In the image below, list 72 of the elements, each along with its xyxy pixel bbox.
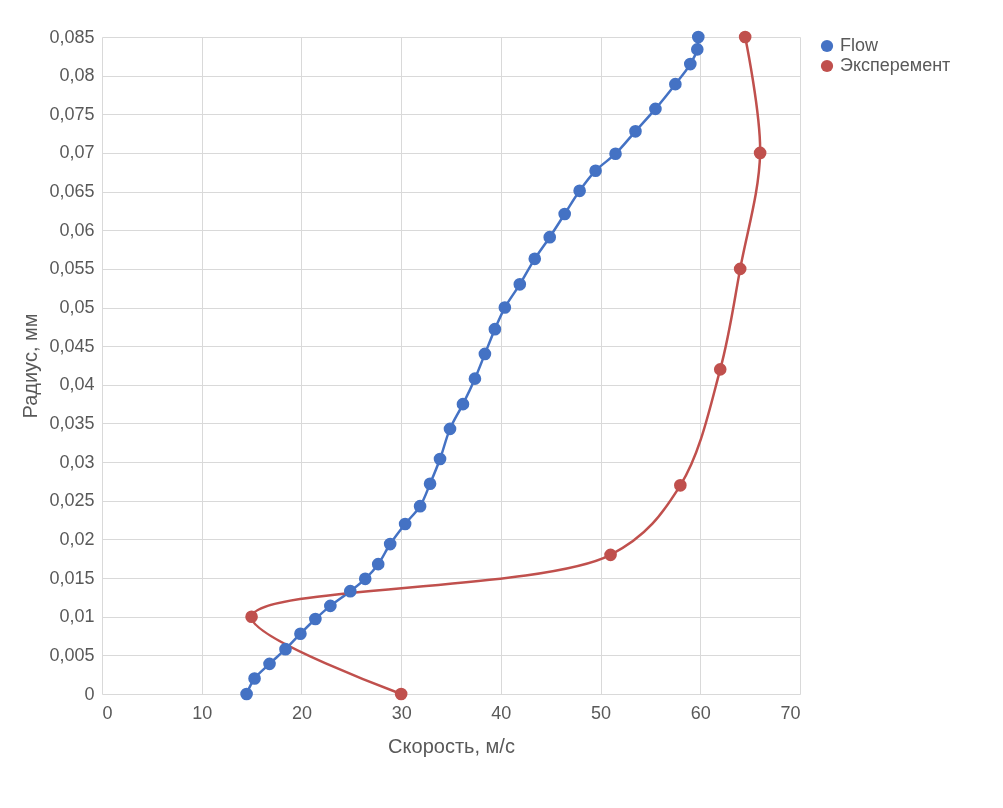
point [573, 184, 586, 198]
y-tick-label: 0 [84, 683, 95, 704]
x-tick-label: 20 [291, 702, 312, 723]
point [738, 30, 752, 44]
y-tick-label: 0,075 [49, 103, 95, 124]
x-tick-label: 70 [780, 702, 801, 723]
point [245, 610, 258, 624]
point [371, 557, 385, 571]
point [674, 478, 687, 492]
point [413, 499, 427, 513]
point [309, 612, 322, 626]
y-axis-title: Радиус, мм [19, 313, 42, 419]
point [713, 363, 727, 376]
point [358, 572, 372, 586]
y-tick-label: 0,08 [59, 65, 95, 86]
point [294, 627, 307, 641]
y-tick-label: 0,05 [59, 297, 95, 318]
point [609, 147, 622, 161]
point [279, 642, 292, 656]
point [513, 278, 527, 291]
point [478, 347, 492, 361]
point [649, 102, 662, 116]
x-tick-label: 50 [591, 702, 612, 723]
y-tick-label: 0,005 [49, 644, 95, 665]
point [248, 672, 261, 685]
point [543, 230, 557, 244]
y-tick-label: 0,065 [49, 181, 95, 202]
point [263, 657, 276, 671]
point [343, 584, 357, 598]
x-tick-label: 0 [102, 702, 113, 723]
x-tick-label: 10 [192, 702, 213, 723]
point [468, 372, 482, 385]
point [528, 252, 542, 266]
y-tick-label: 0,01 [59, 606, 95, 627]
point [240, 687, 253, 701]
point [423, 477, 437, 491]
point [383, 537, 397, 551]
y-tick-label: 0,045 [49, 335, 95, 356]
point [733, 262, 747, 276]
point [753, 146, 767, 160]
point [589, 164, 602, 178]
legend-label: Flow [840, 35, 879, 55]
point [604, 548, 617, 562]
point [394, 687, 408, 701]
y-tick-label: 0,055 [49, 258, 95, 279]
point [690, 43, 704, 56]
point [558, 207, 571, 221]
y-tick-label: 0,02 [59, 528, 95, 549]
point [683, 57, 697, 71]
y-tick-label: 0,07 [59, 142, 95, 163]
x-tick-label: 30 [391, 702, 412, 723]
point [398, 517, 412, 531]
x-axis-title: Скорость, м/с [388, 734, 515, 757]
point [498, 301, 512, 314]
y-tick-label: 0,035 [49, 412, 95, 433]
point [669, 77, 682, 91]
point [324, 599, 337, 613]
point [691, 30, 705, 44]
y-tick-label: 0,025 [49, 490, 95, 511]
y-tick-label: 0,015 [49, 567, 95, 588]
point [443, 422, 457, 436]
point [629, 124, 642, 138]
y-tick-label: 0,085 [49, 26, 95, 47]
x-tick-label: 60 [690, 702, 711, 723]
legend-label: Эксперемент [840, 55, 951, 75]
point [456, 397, 470, 411]
y-tick-label: 0,06 [59, 219, 95, 240]
y-tick-label: 0,03 [59, 451, 95, 472]
y-tick-label: 0,04 [59, 374, 95, 395]
x-tick-label: 40 [491, 702, 512, 723]
point [433, 452, 447, 466]
point [488, 322, 502, 336]
